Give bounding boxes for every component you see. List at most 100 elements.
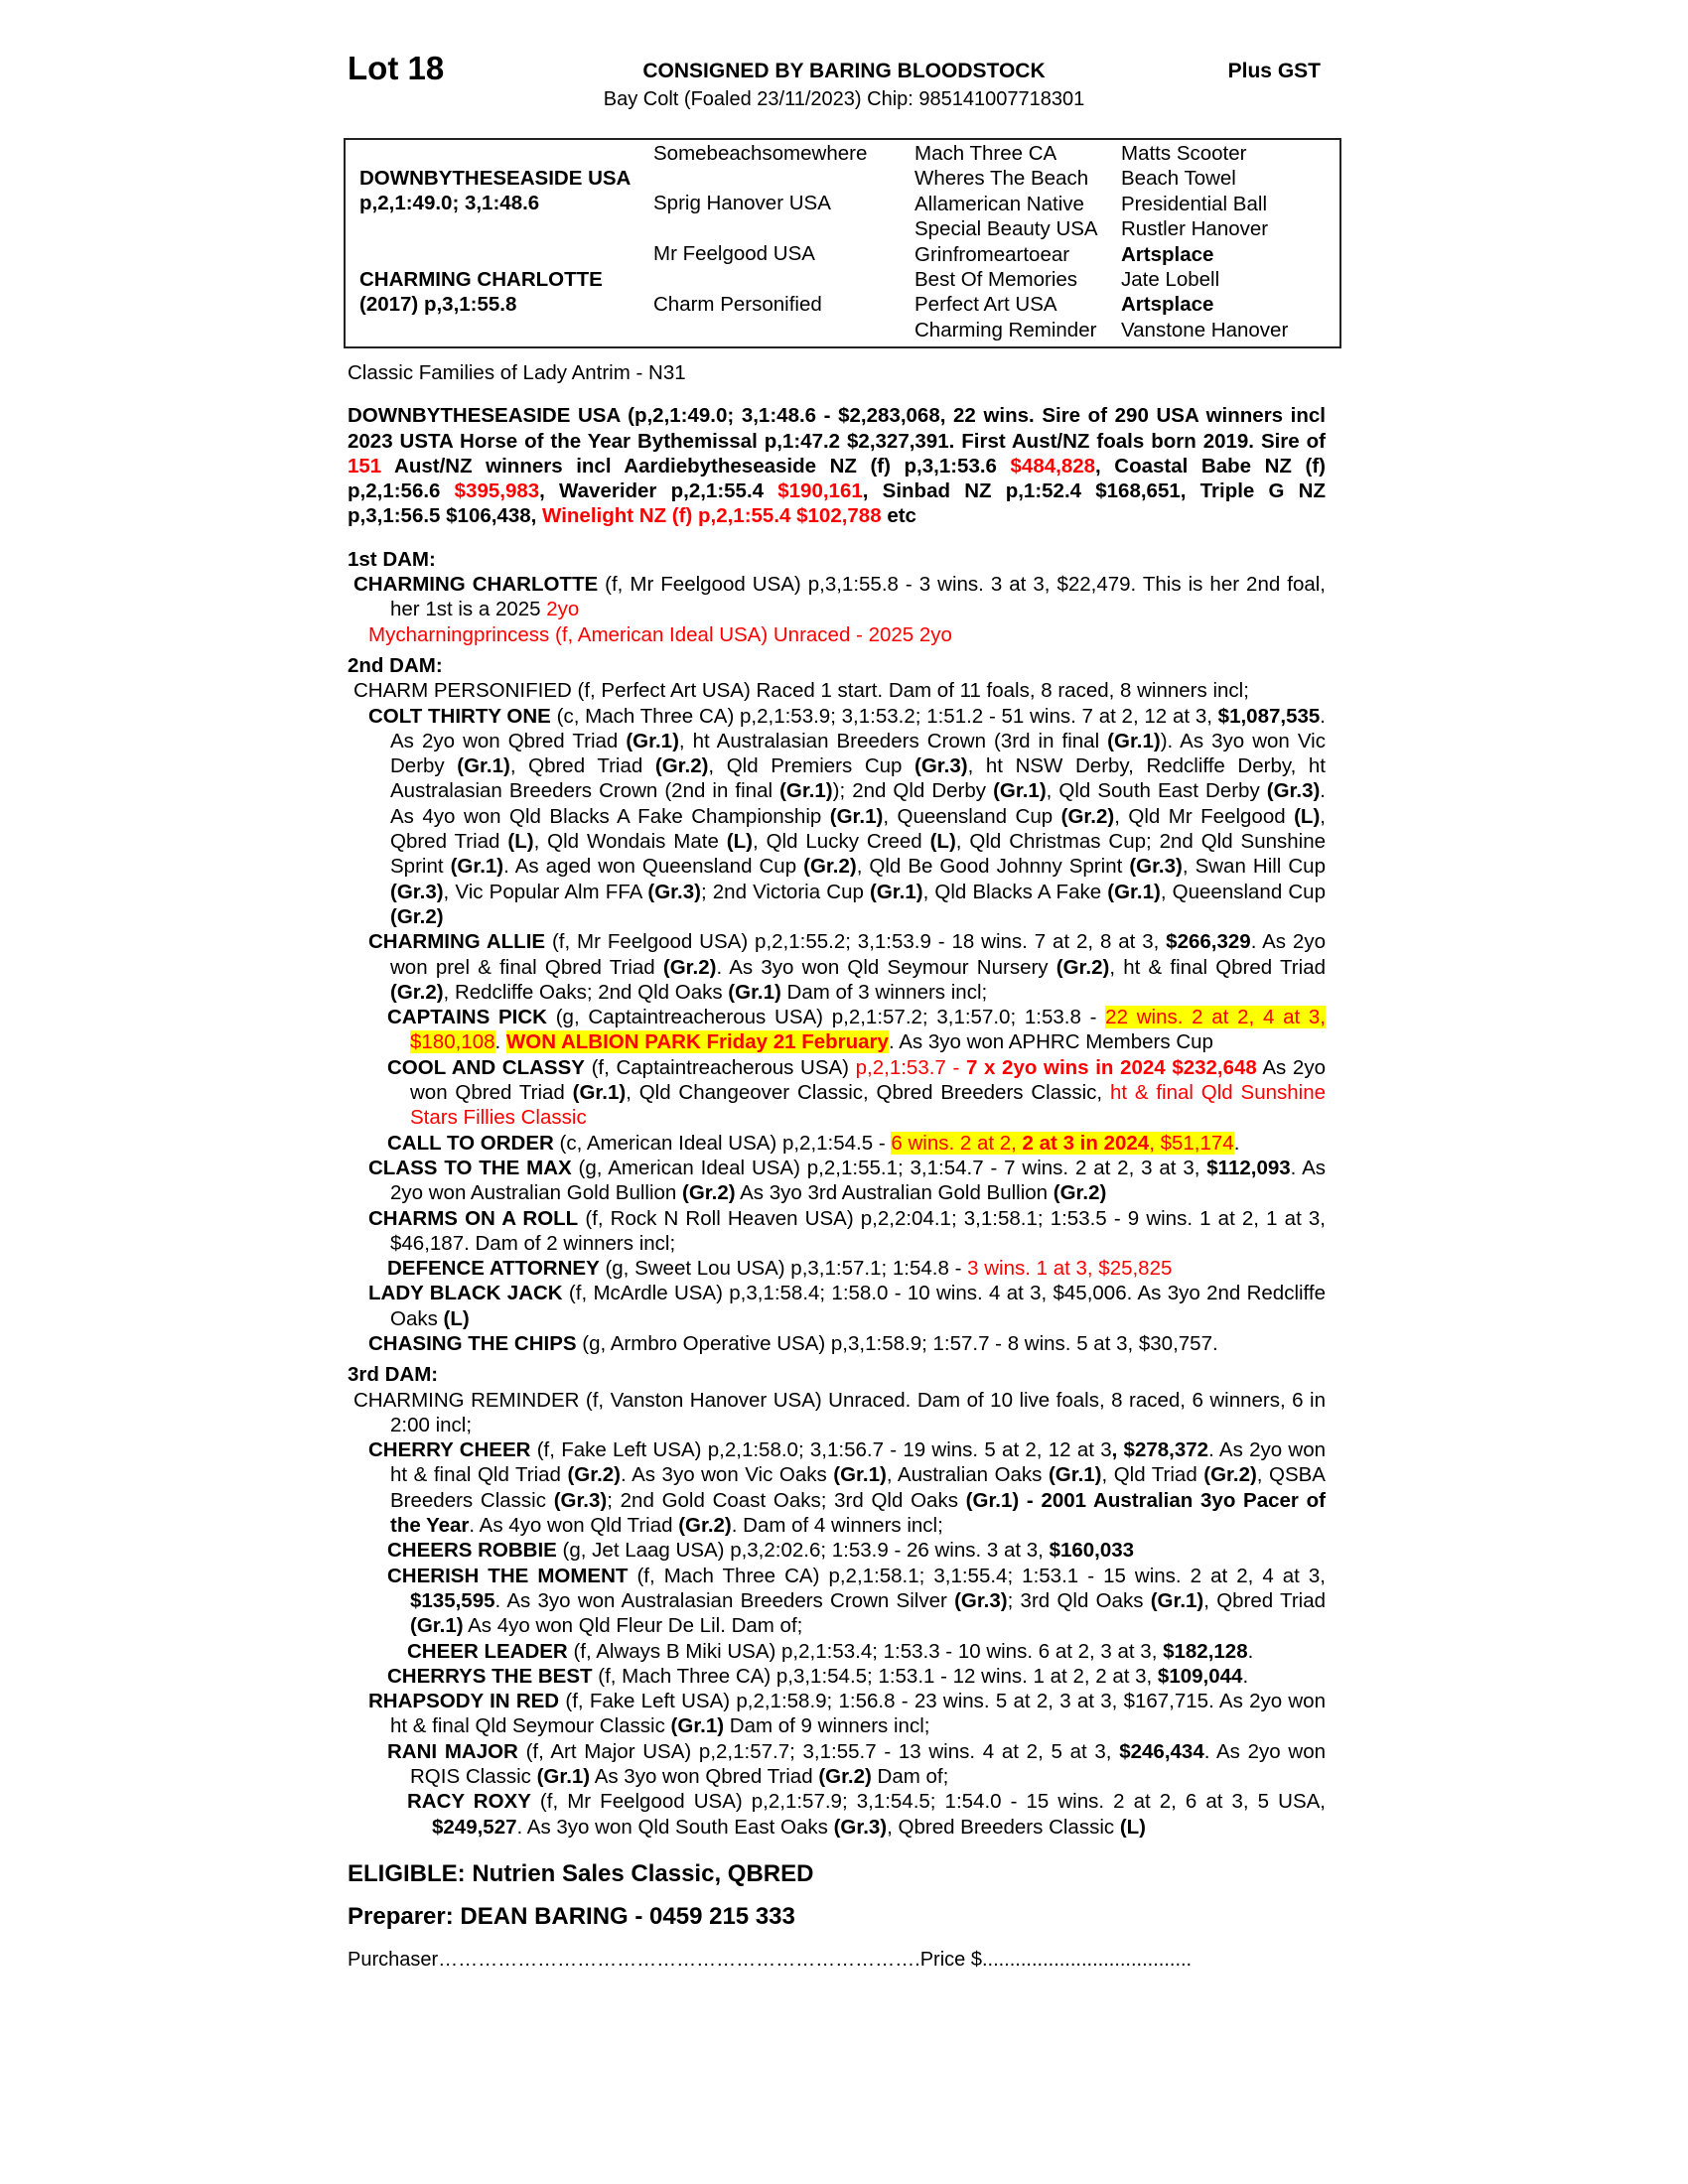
lot-subtitle: Bay Colt (Foaled 23/11/2023) Chip: 98514… xyxy=(603,88,1085,110)
pedigree-entry: COLT THIRTY ONE (c, Mach Three CA) p,2,1… xyxy=(348,704,1326,930)
text-run: $109,044 xyxy=(1157,1664,1243,1688)
text-run: . As 3yo won Qld South East Oaks xyxy=(516,1815,834,1839)
text-run: (Gr.3) xyxy=(553,1488,608,1512)
text-run: (Gr.3) xyxy=(1129,855,1183,879)
text-run: 151 xyxy=(348,454,382,478)
text-run: DEFENCE ATTORNEY xyxy=(387,1257,600,1281)
text-run: As 4yo won Qld Fleur De Lil. Dam of; xyxy=(463,1614,803,1638)
text-run: (Gr.3) xyxy=(1266,779,1321,803)
pedigree-entry: RANI MAJOR (f, Art Major USA) p,2,1:57.7… xyxy=(348,1739,1326,1790)
pedigree-gen4: Presidential Ball xyxy=(1121,192,1267,215)
text-run: , Australian Oaks xyxy=(886,1463,1049,1487)
pedigree-entry: CHARMS ON A ROLL (f, Rock N Roll Heaven … xyxy=(348,1206,1326,1257)
text-run: (Gr.2) xyxy=(662,955,717,979)
text-run: (L) xyxy=(1294,804,1321,828)
text-run: DOWNBYTHESEASIDE USA (p,2,1:49.0; 3,1:48… xyxy=(348,404,1326,453)
text-run: , Qld Triad xyxy=(1101,1463,1204,1487)
text-run: $484,828 xyxy=(1010,454,1096,478)
text-run: , Waverider p,2,1:55.4 xyxy=(539,479,778,503)
text-run: CHERRY CHEER xyxy=(368,1438,531,1462)
text-run: (Gr.1) xyxy=(457,754,510,778)
pedigree-entry: RACY ROXY (f, Mr Feelgood USA) p,2,1:57.… xyxy=(348,1789,1326,1840)
text-run: ). As 3yo won Vic Derby xyxy=(390,729,1326,778)
text-run: (Gr.2) xyxy=(654,754,709,778)
text-run: ht & final Qld Sunshine Stars Fillies Cl… xyxy=(410,1081,1326,1130)
text-run: (Gr.1) xyxy=(572,1081,627,1105)
text-run: , Queensland Cup xyxy=(883,804,1061,828)
text-run: CHARMING CHARLOTTE xyxy=(353,573,599,597)
pedigree-entry: CHERRYS THE BEST (f, Mach Three CA) p,3,… xyxy=(348,1664,1326,1689)
text-run: (g, American Ideal USA) p,2,1:55.1; 3,1:… xyxy=(571,1156,1207,1179)
text-run: (Gr.2) xyxy=(682,1181,736,1205)
pedigree-entry: CHASING THE CHIPS (g, Armbro Operative U… xyxy=(348,1331,1326,1356)
text-run: (Gr.1) xyxy=(870,880,923,903)
text-run: , Qld Mr Feelgood xyxy=(1114,804,1295,828)
lot-number: Lot 18 xyxy=(348,50,445,86)
text-run: (g, Captaintreacherous USA) p,2,1:57.2; … xyxy=(546,1006,1106,1029)
pedigree-entry: CHERRY CHEER (f, Fake Left USA) p,2,1:58… xyxy=(348,1437,1326,1538)
text-run: Dam of 3 winners incl; xyxy=(780,980,988,1004)
text-run: $1,087,535 xyxy=(1217,704,1321,728)
text-run: (Gr.2) xyxy=(390,904,444,928)
text-run: (Gr.3) xyxy=(833,1815,888,1839)
purchaser-price-line: Purchaser……………………………………………………………….Price … xyxy=(348,1948,1193,1971)
text-run: (L) xyxy=(443,1306,470,1330)
eligibility: ELIGIBLE: Nutrien Sales Classic, QBRED xyxy=(348,1859,814,1887)
text-run: $160,033 xyxy=(1049,1539,1135,1563)
dam-record: (2017) p,3,1:55.8 xyxy=(359,293,517,316)
text-run: . As 4yo won Qld Blacks A Fake Champions… xyxy=(390,779,1326,828)
text-run: CHEERS ROBBIE xyxy=(387,1539,557,1563)
pedigree-entry: CHEER LEADER (f, Always B Miki USA) p,2,… xyxy=(348,1639,1326,1664)
text-run: (Gr.3) xyxy=(954,1588,1008,1612)
text-run: (Gr.2) xyxy=(818,1765,872,1789)
text-run: (Gr.1) xyxy=(536,1765,591,1789)
pedigree-entry: RHAPSODY IN RED (f, Fake Left USA) p,2,1… xyxy=(348,1689,1326,1739)
pedigree-entry: CLASS TO THE MAX (g, American Ideal USA)… xyxy=(348,1156,1326,1206)
text-run: . As 3yo won Qld Seymour Nursery xyxy=(716,955,1056,979)
text-run: , ht & final Qbred Triad xyxy=(1109,955,1326,979)
text-run: . As 2yo won prel & final Qbred Triad xyxy=(390,930,1326,979)
text-run: (f, Art Major USA) p,2,1:57.7; 3,1:55.7 … xyxy=(517,1739,1120,1763)
text-run: . As 2yo won ht & final Qld Triad xyxy=(390,1438,1326,1487)
text-run: (Gr.3) xyxy=(647,880,701,903)
pedigree-gen3: Mach Three CA xyxy=(914,142,1057,165)
text-run: CHERRYS THE BEST xyxy=(387,1664,593,1688)
text-run: . As 3yo won APHRC Members Cup xyxy=(888,1030,1213,1054)
text-run: , Qld Blacks A Fake xyxy=(922,880,1108,903)
text-run: CHARMING ALLIE xyxy=(368,930,546,954)
text-run: . xyxy=(494,1030,506,1054)
text-run: . Dam of 4 winners incl; xyxy=(731,1514,943,1538)
text-run: (c, Mach Three CA) p,2,1:53.9; 3,1:53.2;… xyxy=(550,704,1218,728)
text-run: (f, Mr Feelgood USA) p,2,1:55.2; 3,1:53.… xyxy=(545,930,1167,954)
text-run: (Gr.1) xyxy=(993,779,1047,803)
pedigree-gen3: Charming Reminder xyxy=(914,318,1097,341)
text-run: (Gr.1) xyxy=(728,980,781,1004)
text-run: ; 3rd Qld Oaks xyxy=(1007,1588,1151,1612)
text-run: CHASING THE CHIPS xyxy=(368,1331,577,1355)
text-run: (f, Mr Feelgood USA) p,2,1:57.9; 3,1:54.… xyxy=(530,1790,1326,1814)
text-run: Winelight NZ (f) p,2,1:55.4 $102,788 xyxy=(542,504,882,528)
text-run: (Gr.2) xyxy=(1055,955,1110,979)
text-run: . As 2yo won Australian Gold Bullion xyxy=(390,1156,1326,1205)
text-run: Dam of 9 winners incl; xyxy=(724,1714,930,1738)
text-run: CHERISH THE MOMENT xyxy=(387,1564,629,1587)
dam-name: CHARMING CHARLOTTE xyxy=(359,268,603,291)
text-run: p,2,1:53.7 - xyxy=(855,1055,966,1079)
page-content: Classic Families of Lady Antrim - N31 DO… xyxy=(348,360,1327,1973)
text-run: , Qld South East Derby xyxy=(1046,779,1267,803)
text-run: CLASS TO THE MAX xyxy=(368,1156,572,1179)
text-run: (g, Armbro Operative USA) p,3,1:58.9; 1:… xyxy=(576,1331,1218,1355)
text-run: . xyxy=(1233,1131,1240,1155)
text-run: (L) xyxy=(929,830,956,854)
text-run: (Gr.1) xyxy=(450,855,504,879)
text-run: (Gr.1) - 2001 Australian 3yo Pacer of th… xyxy=(390,1488,1326,1538)
section-heading: 1st DAM: xyxy=(348,547,1326,572)
pedigree-gen4: Vanstone Hanover xyxy=(1121,318,1289,341)
text-run: CALL TO ORDER xyxy=(387,1131,554,1155)
text-run: (Gr.1) xyxy=(1107,729,1161,752)
text-run: (c, American Ideal USA) p,2,1:54.5 - xyxy=(553,1131,892,1155)
text-run: (Gr.2) xyxy=(678,1514,732,1538)
text-run: . As 3yo won Vic Oaks xyxy=(621,1463,834,1487)
text-run: (Gr.1) xyxy=(829,804,884,828)
text-run: (Gr.2) xyxy=(1053,1181,1107,1205)
